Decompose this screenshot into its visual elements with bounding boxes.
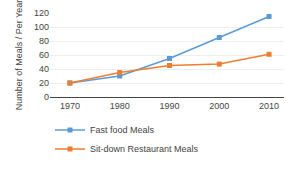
svg-text:1990: 1990 [159, 101, 179, 111]
svg-text:100: 100 [34, 22, 49, 32]
svg-text:Number of Meals / Per Year: Number of Meals / Per Year [14, 0, 24, 110]
svg-text:Sit-down Restaurant Meals: Sit-down Restaurant Meals [90, 144, 199, 154]
svg-text:Fast food Meals: Fast food Meals [90, 125, 155, 135]
svg-text:2010: 2010 [259, 101, 279, 111]
svg-text:2000: 2000 [209, 101, 229, 111]
svg-text:40: 40 [39, 64, 49, 74]
svg-text:60: 60 [39, 50, 49, 60]
svg-text:120: 120 [34, 8, 49, 18]
svg-text:80: 80 [39, 36, 49, 46]
svg-text:1970: 1970 [60, 101, 80, 111]
svg-text:1980: 1980 [110, 101, 130, 111]
svg-text:20: 20 [39, 78, 49, 88]
svg-text:0: 0 [44, 92, 49, 102]
